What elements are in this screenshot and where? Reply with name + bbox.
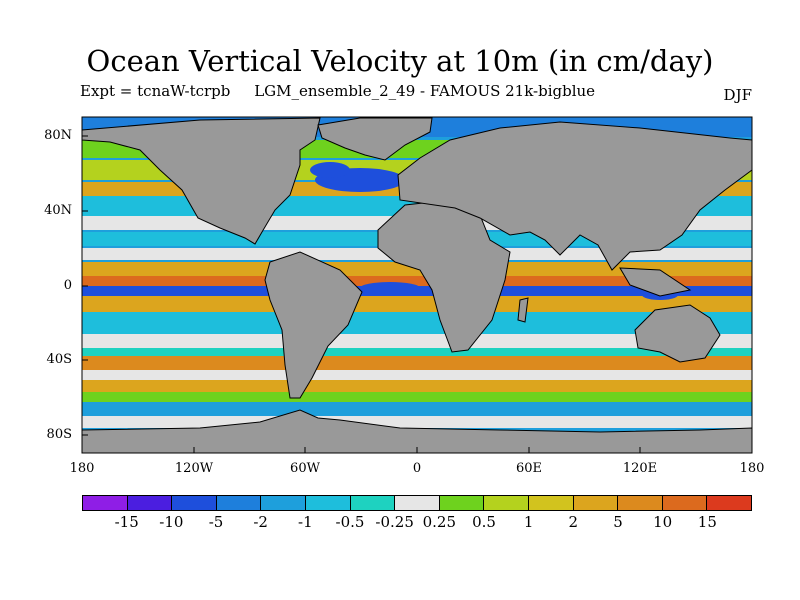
madagascar	[517, 297, 529, 323]
greenland	[317, 117, 433, 161]
lon-label-60e: 60E	[515, 461, 543, 476]
colorbar-swatch	[350, 496, 396, 510]
land-masses	[82, 117, 752, 453]
colorbar-tick-label: 15	[697, 513, 717, 531]
colorbar-tick-label: 1	[523, 513, 534, 531]
indonesia	[619, 267, 692, 297]
antarctica	[82, 409, 752, 453]
lon-label-120w: 120W	[174, 461, 214, 476]
colorbar-tick-label: -1	[298, 513, 313, 531]
north-america	[82, 117, 321, 245]
lat-label-80n: 80N	[44, 128, 72, 143]
colorbar-tick-label: -5	[208, 513, 224, 531]
eurasia	[397, 121, 752, 271]
colorbar-swatch	[439, 496, 485, 510]
axis-ticks	[81, 135, 753, 453]
lon-label-180w: 180	[69, 461, 95, 476]
lon-label-180e: 180	[739, 461, 765, 476]
colorbar-tick-label: -0.25	[375, 513, 414, 531]
colorbar-tick-label: -0.5	[335, 513, 365, 531]
colorbar-swatch	[395, 496, 440, 510]
lat-label-40s: 40S	[46, 352, 72, 367]
colorbar-swatch	[261, 496, 306, 510]
colorbar-swatch	[83, 496, 128, 510]
lat-label-0: 0	[63, 278, 72, 293]
season-label: DJF	[723, 86, 752, 104]
lon-label-60w: 60W	[290, 461, 320, 476]
colorbar-tick-label: 0.5	[472, 513, 496, 531]
colorbar-swatch	[528, 496, 574, 510]
colorbar-swatch	[573, 496, 619, 510]
colorbar-swatch	[305, 496, 351, 510]
colorbar-tick-label: 10	[653, 513, 673, 531]
colorbar-tick-label: -15	[114, 513, 139, 531]
lat-label-40n: 40N	[44, 203, 72, 218]
colorbar-swatch	[707, 496, 751, 510]
colorbar-swatch	[618, 496, 663, 510]
colorbar-swatch	[484, 496, 529, 510]
colorbar-swatch	[172, 496, 217, 510]
colorbar-tick-label: -2	[253, 513, 268, 531]
lat-label-80s: 80S	[46, 427, 72, 442]
colorbar-swatch	[216, 496, 262, 510]
lon-label-0: 0	[412, 461, 422, 476]
colorbar-swatch	[127, 496, 173, 510]
experiment-subtitle: Expt = tcnaW-tcrpb LGM_ensemble_2_49 - F…	[80, 82, 596, 100]
colorbar-tick-label: 2	[568, 513, 579, 531]
chart-title: Ocean Vertical Velocity at 10m (in cm/da…	[86, 44, 714, 78]
colorbar-tick-label: 0.25	[422, 513, 457, 531]
colorbar	[82, 495, 752, 511]
colorbar-tick-label: -10	[159, 513, 184, 531]
lon-label-120e: 120E	[622, 461, 658, 476]
colorbar-swatch	[662, 496, 708, 510]
south-america	[264, 251, 363, 399]
australia	[634, 304, 721, 363]
colorbar-tick-label: 5	[613, 513, 623, 531]
